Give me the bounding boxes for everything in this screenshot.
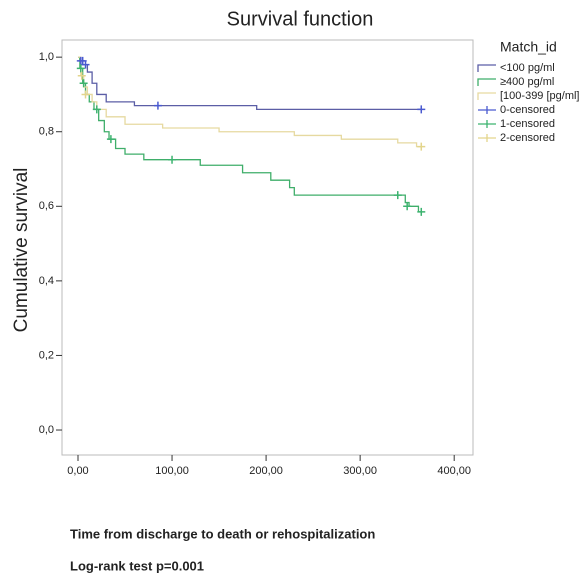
legend-swatch [478,134,496,142]
x-tick-label: 0,00 [67,465,88,477]
annotation: Log-rank test p=0.001 [70,558,204,573]
legend-swatch [478,106,496,114]
censor-mark [81,90,90,99]
survival-line [77,56,422,213]
legend-swatch [478,120,496,128]
survival-line [77,56,422,148]
legend-label: [100-399 [pg/ml] [500,90,580,102]
y-tick-label: 0,4 [39,275,54,287]
censor-mark [77,71,86,80]
legend-label: <100 pg/ml [500,62,555,74]
legend-label: ≥400 pg/ml [500,76,554,88]
legend-swatch [477,92,496,100]
x-axis-label: Time from discharge to death or rehospit… [70,526,375,541]
legend-label: 0-censored [500,104,555,116]
legend-label: 1-censored [500,118,555,130]
censor-mark [168,155,177,164]
censor-mark [92,105,101,114]
censor-mark [417,207,426,216]
y-tick-label: 0,8 [39,126,54,138]
y-tick-label: 1,0 [39,51,54,63]
censor-mark [106,135,115,144]
legend-label: 2-censored [500,132,555,144]
chart-title: Survival function [227,8,374,30]
legend-swatch [477,64,496,72]
y-tick-label: 0,0 [39,424,54,436]
y-tick-label: 0,6 [39,200,54,212]
plot-frame [61,39,474,456]
censor-mark [153,101,162,110]
x-tick-label: 400,00 [437,465,471,477]
censor-mark [403,202,412,211]
x-tick-label: 300,00 [343,465,377,477]
legend-title: Match_id [500,39,557,55]
censor-mark [81,60,90,69]
survival-line [77,56,422,111]
censor-mark [417,142,426,151]
y-tick-label: 0,2 [39,349,54,361]
censor-mark [79,79,88,88]
censor-mark [76,64,85,73]
x-tick-label: 200,00 [249,465,283,477]
legend-swatch [477,78,496,86]
x-tick-label: 100,00 [155,465,189,477]
y-axis-label: Cumulative survival [11,168,32,333]
censor-mark [393,191,402,200]
censor-mark [417,105,426,114]
